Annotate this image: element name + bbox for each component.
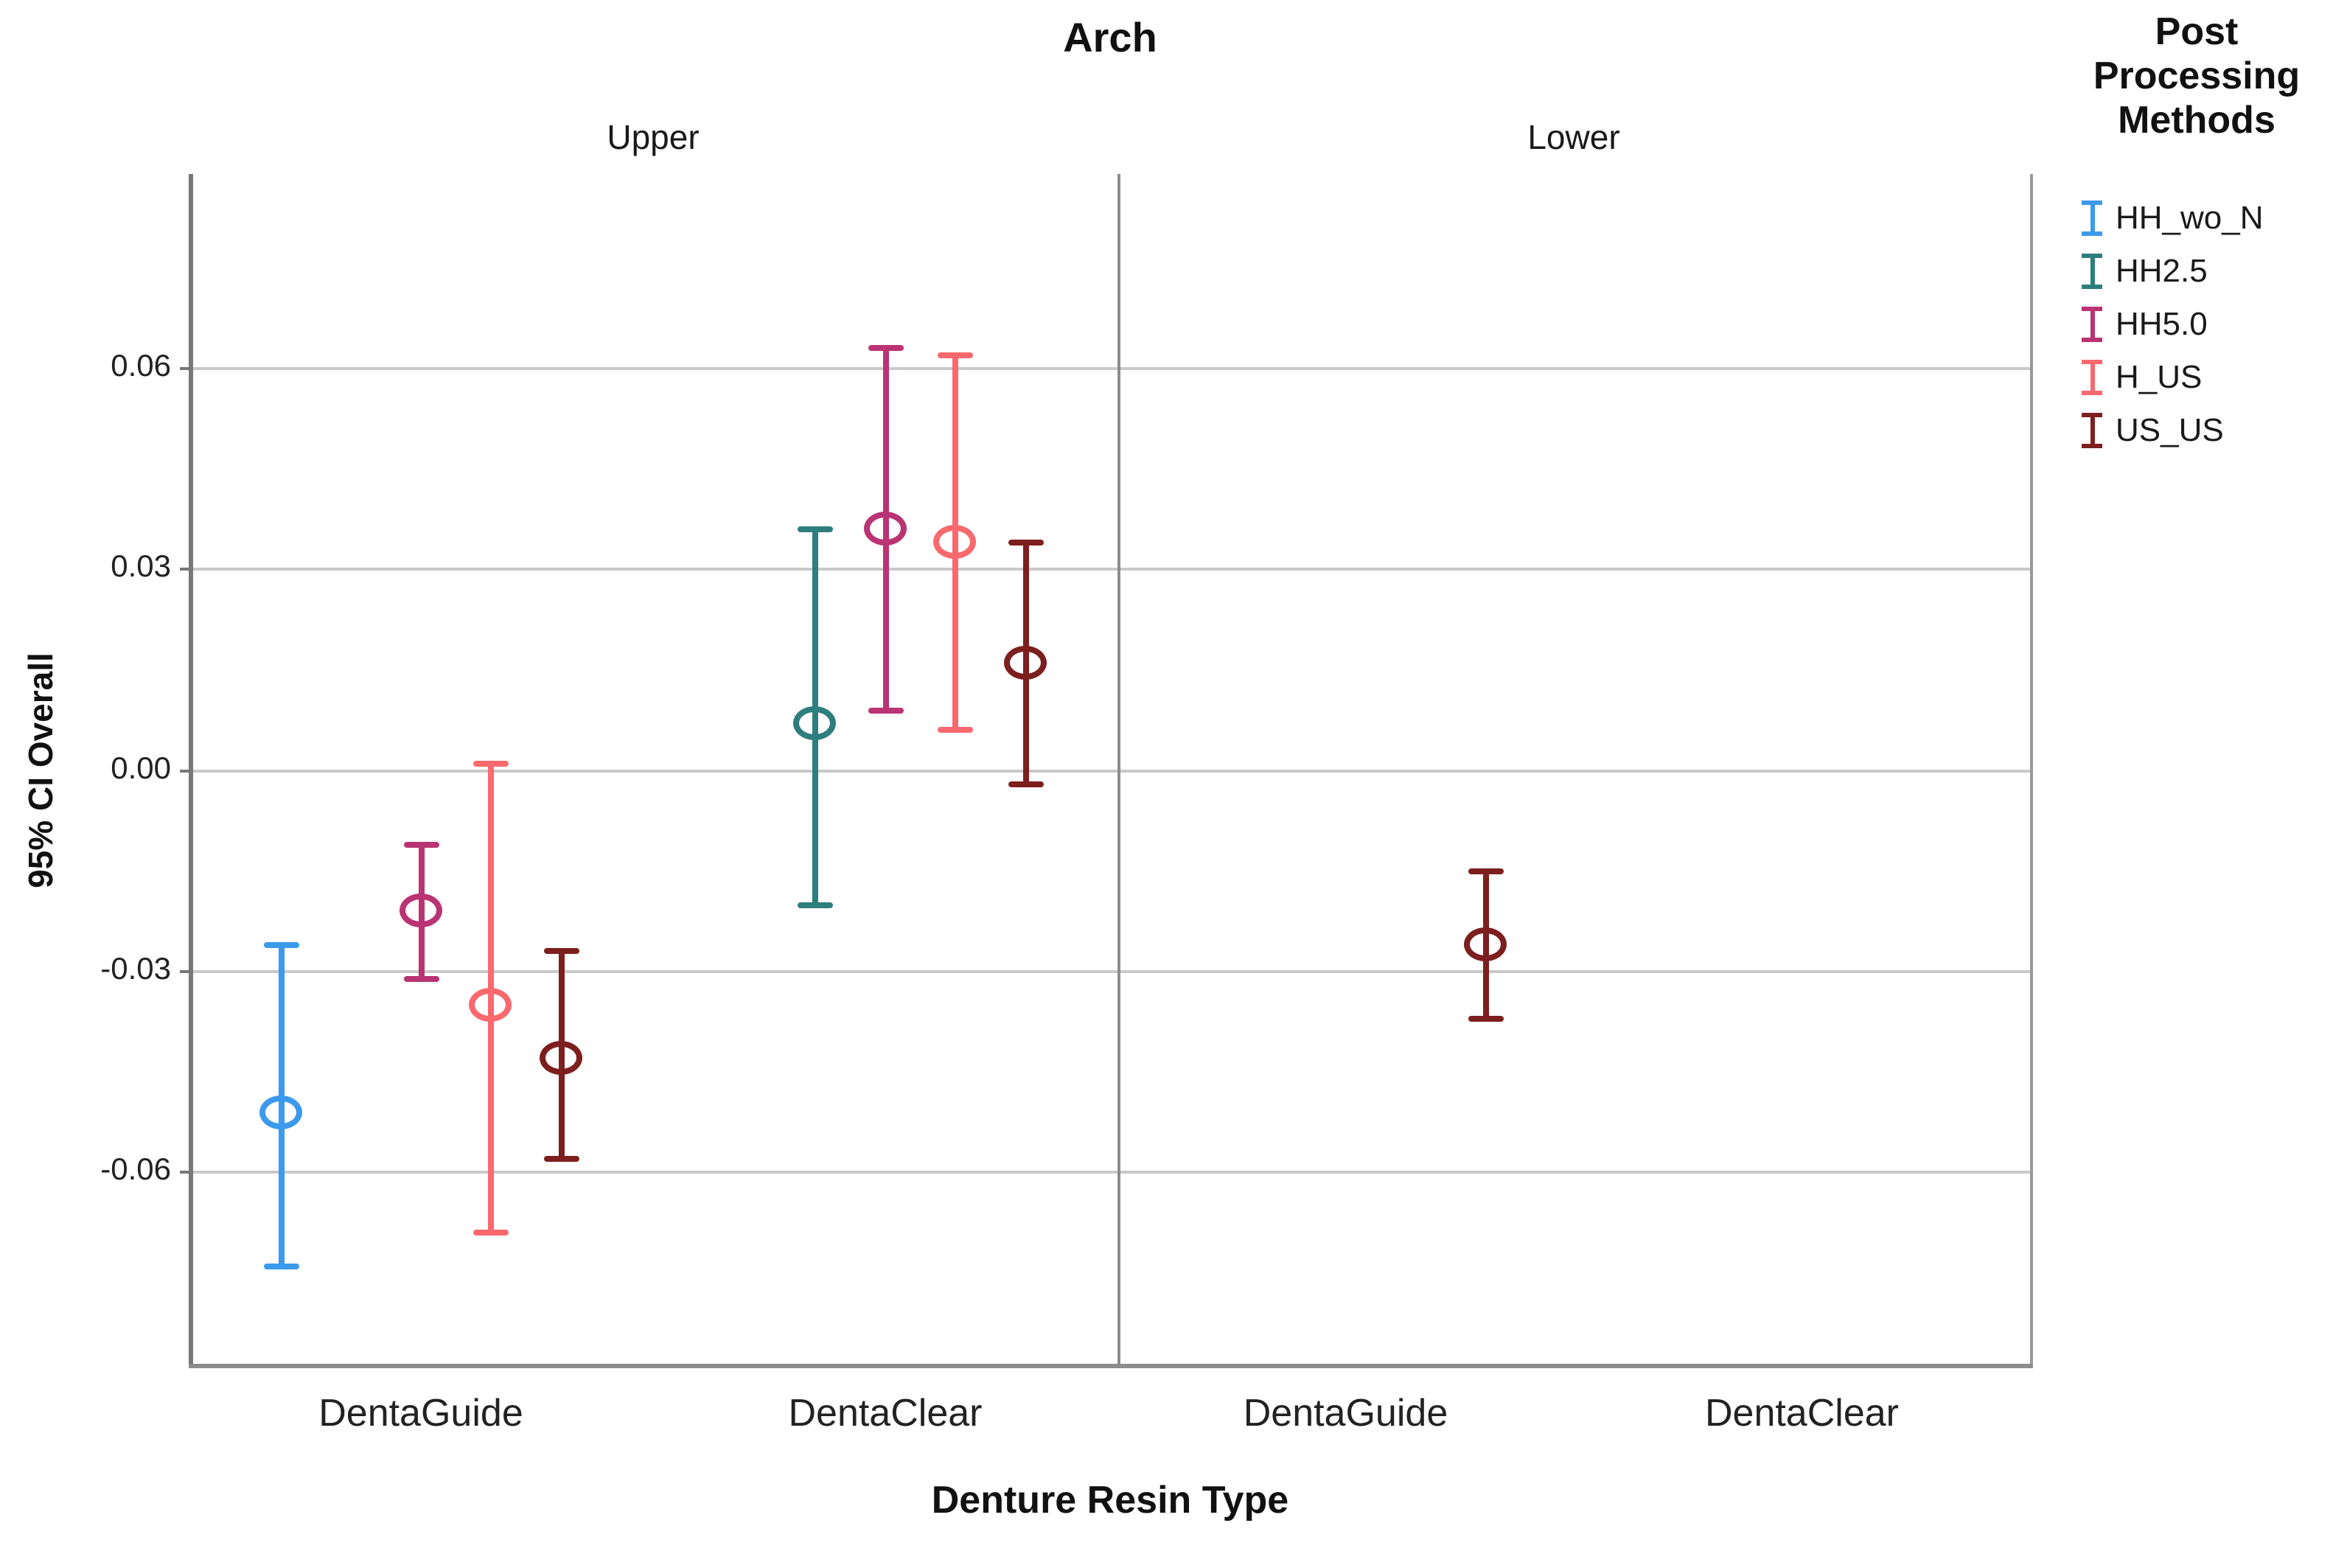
error-bar-swatch-icon [2082,307,2102,342]
swatch-cap-bottom [2082,391,2102,395]
error-bar-cap-upper-US_US-Lower-DentaGuide [1468,868,1504,874]
error-bar-cap-lower-US_US-Upper-DentaGuide [543,1156,579,1163]
swatch-cap-top [2082,360,2102,364]
swatch-line [2090,413,2094,448]
swatch-cap-bottom [2082,338,2102,342]
gridline [189,568,2030,571]
swatch-line [2090,360,2094,395]
legend-item-H_US: H_US [2082,351,2264,404]
error-bar-cap-upper-H_US-Upper-DentaClear [938,352,973,358]
swatch-line [2090,307,2094,342]
y-tick-label: 0.00 [111,751,171,786]
error-bar-cap-lower-US_US-Upper-DentaClear [1008,781,1043,787]
swatch-cap-top [2082,201,2102,205]
legend-label: H_US [2116,358,2203,395]
mean-marker-HH2.5-Upper-DentaClear [793,705,836,740]
error-bar-cap-lower-HH2.5-Upper-DentaClear [798,902,833,908]
swatch-line [2090,254,2094,289]
y-axis-line [189,174,193,1365]
swatch-cap-top [2082,413,2102,417]
error-bar-swatch-icon [2082,201,2102,236]
legend: Post Processing Methods HH_wo_N HH2.5 HH5.… [2049,9,2344,448]
error-bar-cap-upper-HH2.5-Upper-DentaClear [798,526,833,532]
y-tick-label: -0.06 [100,1153,171,1188]
swatch-cap-bottom [2082,285,2102,289]
legend-label: HH5.0 [2116,305,2208,342]
mean-marker-HH_wo_N-Upper-DentaGuide [259,1095,301,1129]
swatch-cap-top [2082,254,2102,258]
error-bar-cap-lower-HH5.0-Upper-DentaGuide [403,975,439,982]
legend-label: HH2.5 [2116,252,2208,289]
error-bar-cap-lower-H_US-Upper-DentaClear [938,727,973,734]
y-tick-label: 0.06 [111,349,171,383]
mean-marker-US_US-Upper-DentaGuide [539,1041,582,1076]
error-bar-cap-lower-HH5.0-Upper-DentaClear [868,707,903,714]
x-tick-label: DentaGuide [318,1390,523,1435]
gridline [189,970,2030,974]
gridline [189,1171,2030,1174]
y-tick-mark [180,568,189,571]
y-tick-label: -0.03 [100,952,171,987]
legend-item-US_US: US_US [2082,404,2264,457]
legend-item-HH2.5: HH2.5 [2082,245,2264,298]
y-tick-mark [180,769,189,773]
error-bar-cap-lower-US_US-Lower-DentaGuide [1468,1015,1504,1022]
legend-title: Post Processing Methods [2093,9,2301,142]
error-bar-cap-lower-HH_wo_N-Upper-DentaGuide [263,1264,299,1270]
mean-marker-HH5.0-Upper-DentaClear [863,511,906,546]
gridline [189,769,2030,773]
x-tick-label: DentaClear [1704,1390,1899,1435]
legend-item-HH5.0: HH5.0 [2082,298,2264,351]
error-bar-cap-upper-US_US-Upper-DentaClear [1008,540,1043,546]
y-tick-label: 0.03 [111,550,171,585]
error-bar-cap-upper-HH_wo_N-Upper-DentaGuide [263,941,299,948]
panel-right-border-line [2030,174,2033,1364]
gridline [189,366,2030,370]
legend-label: US_US [2116,411,2224,448]
y-tick-mark [180,970,189,974]
swatch-line [2090,201,2094,236]
x-tick-label: DentaClear [788,1390,983,1435]
error-bar-swatch-icon [2082,254,2102,289]
mean-marker-US_US-Upper-DentaClear [1003,645,1046,680]
error-bar-cap-upper-H_US-Upper-DentaGuide [473,761,509,767]
mean-marker-US_US-Lower-DentaGuide [1463,927,1507,961]
legend-items: HH_wo_N HH2.5 HH5.0 H_US US_US [2082,192,2264,457]
error-bar-swatch-icon [2082,413,2102,448]
x-axis-title: Denture Resin Type [931,1477,1289,1522]
swatch-cap-bottom [2082,231,2102,236]
panel-divider-line [1117,174,1120,1364]
x-axis-line [189,1364,2033,1368]
error-bar-cap-upper-HH5.0-Upper-DentaClear [868,345,903,352]
mean-marker-HH5.0-Upper-DentaGuide [399,893,442,928]
chart-title: Arch [1063,15,1157,60]
error-bar-cap-upper-HH5.0-Upper-DentaGuide [403,841,439,848]
x-tick-label: DentaGuide [1243,1390,1448,1435]
legend-item-HH_wo_N: HH_wo_N [2082,192,2264,245]
error-bar-swatch-icon [2082,360,2102,395]
legend-label: HH_wo_N [2116,199,2264,236]
y-tick-mark [180,1171,189,1174]
error-bar-cap-lower-H_US-Upper-DentaGuide [473,1230,509,1236]
error-bar-cap-upper-US_US-Upper-DentaGuide [543,948,579,955]
swatch-cap-top [2082,307,2102,311]
panel-label-lower: Lower [1527,118,1620,156]
mean-marker-H_US-Upper-DentaGuide [469,987,512,1022]
y-tick-mark [180,366,189,370]
swatch-cap-bottom [2082,444,2102,448]
panel-label-upper: Upper [607,118,700,156]
mean-marker-H_US-Upper-DentaClear [933,525,976,560]
